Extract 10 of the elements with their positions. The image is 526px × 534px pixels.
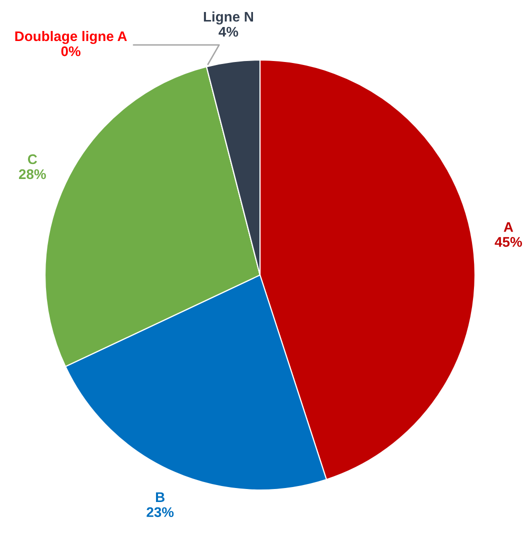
data-label: 45% [494, 237, 522, 247]
slice-label: Ligne N [204, 11, 253, 24]
slice-label: A [504, 222, 514, 232]
category-label: Doublage ligne A [15, 30, 127, 44]
data-label: 28% [18, 169, 46, 180]
data-label: 23% [146, 507, 174, 518]
data-label: 4% [218, 26, 238, 37]
slice-label: B [156, 492, 164, 502]
slice-label: C [28, 154, 38, 164]
text: 0% [61, 46, 80, 56]
